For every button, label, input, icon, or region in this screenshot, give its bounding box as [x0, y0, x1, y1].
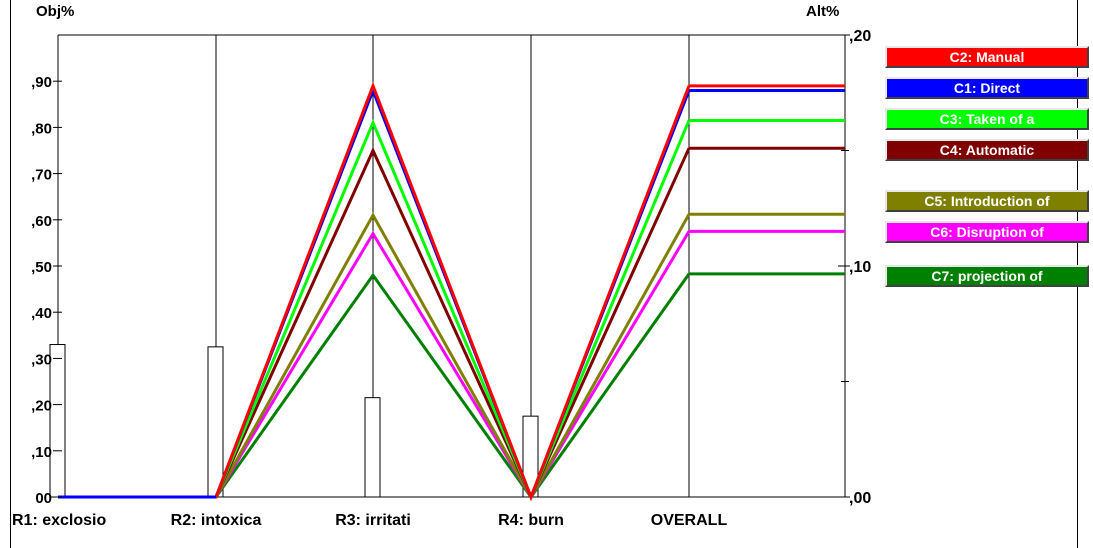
legend-item[interactable]: C5: Introduction of — [885, 190, 1089, 212]
weight-bar — [364, 397, 381, 498]
left-tick-label: ,20 — [31, 398, 52, 415]
category-label: R2: intoxica — [171, 512, 262, 529]
weight-bars — [49, 344, 539, 498]
right-tick-label: ,20 — [849, 28, 871, 45]
axes — [57, 34, 846, 498]
left-tick-label: ,10 — [31, 444, 52, 461]
right-axis-label: Alt% — [806, 3, 839, 20]
category-label: R3: irritati — [335, 512, 411, 529]
category-label: R4: burn — [498, 512, 564, 529]
legend-item[interactable]: C1: Direct — [885, 77, 1089, 99]
right-tick-label: ,10 — [849, 259, 871, 276]
legend-item[interactable]: C7: projection of — [885, 265, 1089, 287]
category-label: R1: exclosio — [12, 512, 106, 529]
left-tick-label: ,90 — [31, 74, 52, 91]
category-labels: R1: exclosio R2: intoxica R3: irritati R4: … — [12, 512, 727, 529]
legend-item[interactable]: C6: Disruption of — [885, 221, 1089, 243]
window-left-border — [10, 0, 11, 548]
weight-bar — [207, 346, 224, 498]
weight-bar — [49, 344, 66, 498]
left-axis-label: Obj% — [36, 3, 74, 20]
legend-item[interactable]: C3: Taken of a — [885, 108, 1089, 130]
left-tick-label: ,40 — [31, 305, 52, 322]
series-lines — [58, 81, 845, 502]
left-tick-label: ,60 — [31, 213, 52, 230]
legend-item[interactable]: C4: Automatic — [885, 139, 1089, 161]
category-label: OVERALL — [651, 512, 728, 529]
right-tick-label: ,00 — [849, 490, 871, 507]
left-tick-label: ,50 — [31, 259, 52, 276]
legend-item[interactable]: C2: Manual — [885, 46, 1089, 68]
tick-labels: ,90 ,80 ,70 ,60 ,50 ,40 ,30 ,20 ,10 00 ,20 ,10 ,00 — [31, 28, 871, 507]
left-tick-label: ,30 — [31, 351, 52, 368]
left-tick-label: ,80 — [31, 120, 52, 137]
left-tick-label: 00 — [35, 490, 52, 507]
left-tick-label: ,70 — [31, 167, 52, 184]
